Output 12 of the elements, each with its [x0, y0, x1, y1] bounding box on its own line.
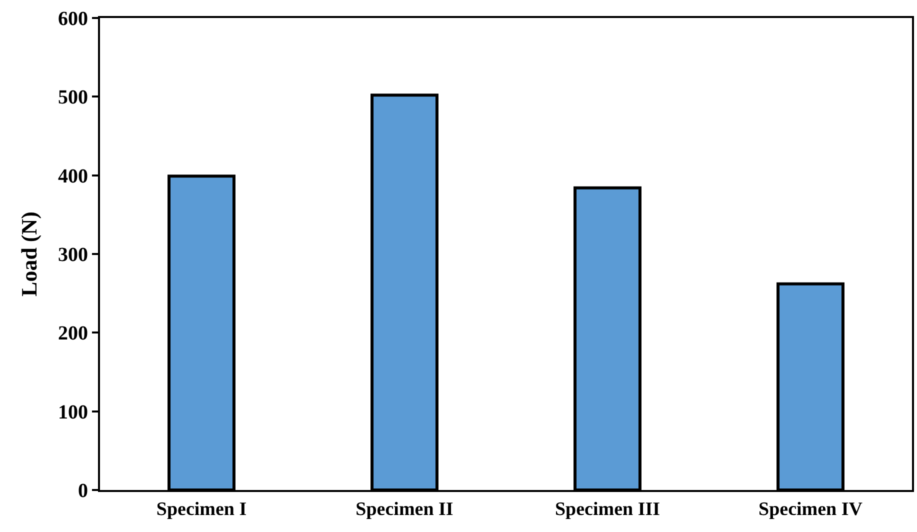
y-tick-label: 500	[58, 86, 88, 109]
y-tick-label: 400	[58, 165, 88, 188]
x-tick-label: Specimen IV	[758, 498, 863, 520]
y-tick-label: 200	[58, 322, 88, 345]
y-axis-title: Load (N)	[16, 212, 42, 296]
y-tick-label: 600	[58, 8, 88, 30]
x-tick-label: Specimen I	[156, 498, 247, 520]
y-tick-label: 0	[78, 480, 88, 502]
x-tick-label: Specimen II	[356, 498, 454, 520]
y-tick-label: 100	[58, 401, 88, 424]
x-tick-label: Specimen III	[554, 498, 660, 520]
y-tick-label: 300	[58, 244, 88, 266]
